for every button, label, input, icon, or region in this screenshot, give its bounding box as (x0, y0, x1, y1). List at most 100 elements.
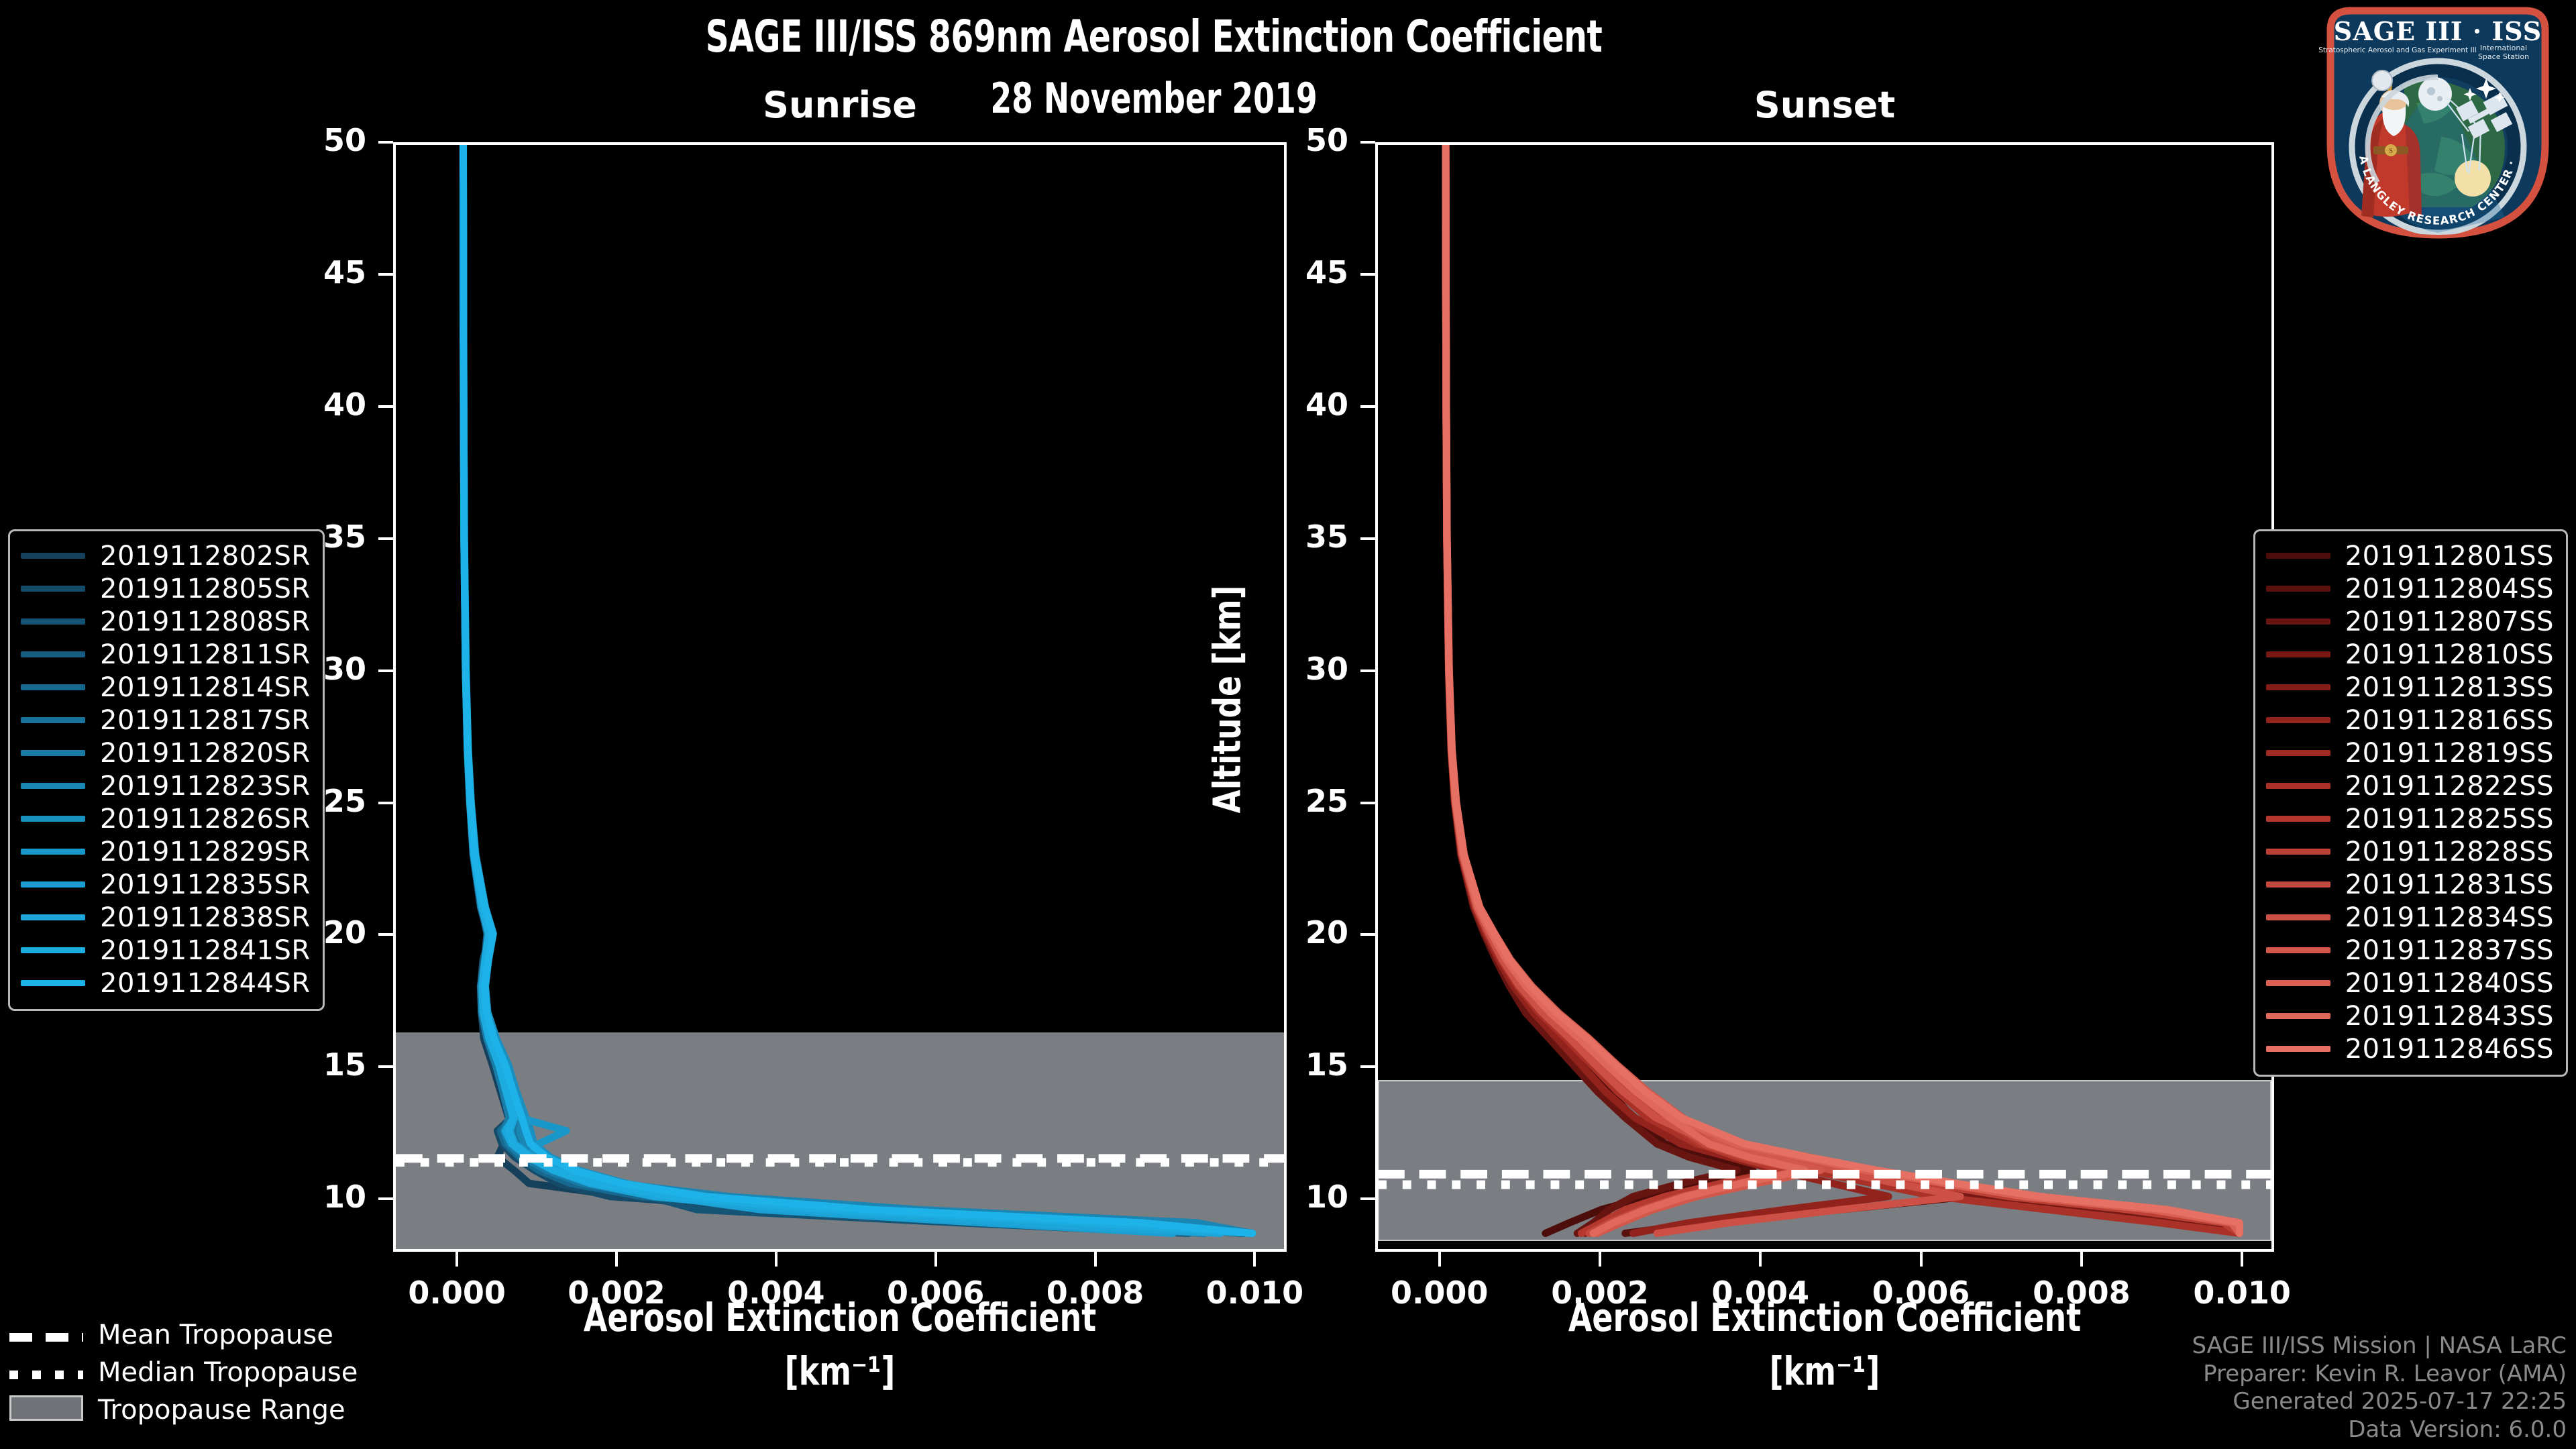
legend-item-median-tropopause[interactable]: Median Tropopause (9, 1354, 358, 1391)
extinction-profile-line (460, 145, 1209, 1237)
sunset-legend-item[interactable]: 2019112825SS (2265, 802, 2554, 835)
y-tick-label: 25 (1305, 782, 1348, 819)
sunrise-legend-item[interactable]: 2019112817SR (21, 704, 311, 737)
sunrise-legend-label: 2019112826SR (100, 803, 311, 835)
color-swatch-icon (21, 783, 85, 789)
sunset-legend-item[interactable]: 2019112813SS (2265, 671, 2554, 704)
sunrise-legend-item[interactable]: 2019112814SR (21, 671, 311, 704)
sunrise-legend-item[interactable]: 2019112808SR (21, 605, 311, 638)
x-tickmark (2241, 1252, 2244, 1267)
y-tickmark (378, 1065, 393, 1069)
sunset-legend-item[interactable]: 2019112810SS (2265, 638, 2554, 671)
y-tick-label: 40 (323, 386, 366, 423)
sunset-legend-item[interactable]: 2019112843SS (2265, 1000, 2554, 1032)
extinction-profile-line (1442, 145, 1964, 1237)
sunset-legend-item[interactable]: 2019112828SS (2265, 835, 2554, 868)
y-tickmark (1360, 669, 1375, 672)
sunset-legend-item[interactable]: 2019112804SS (2265, 572, 2554, 605)
color-swatch-icon (2265, 914, 2330, 920)
y-tick-label: 35 (1305, 518, 1348, 555)
color-swatch-icon (21, 717, 85, 723)
sunset-legend-item[interactable]: 2019112801SS (2265, 539, 2554, 572)
x-tick-label: 0.002 (568, 1275, 665, 1311)
y-tick-label: 30 (323, 650, 366, 687)
y-tickmark (1360, 933, 1375, 936)
sunset-legend-label: 2019112840SS (2345, 967, 2554, 999)
sunrise-legend-label: 2019112817SR (100, 704, 311, 736)
color-swatch-icon (2265, 586, 2330, 592)
sunset-legend-label: 2019112813SS (2345, 672, 2554, 703)
tropopause-range-label: Tropopause Range (98, 1395, 345, 1426)
color-swatch-icon (2265, 684, 2330, 690)
legend-item-tropopause-range[interactable]: Tropopause Range (9, 1391, 358, 1429)
color-swatch-icon (2265, 816, 2330, 822)
sunset-legend-item[interactable]: 2019112840SS (2265, 967, 2554, 1000)
color-swatch-icon (21, 619, 85, 625)
sunset-legend-label: 2019112843SS (2345, 1000, 2554, 1032)
tropopause-legend: Mean Tropopause Median Tropopause Tropop… (9, 1316, 358, 1429)
sunset-legend-label: 2019112804SS (2345, 573, 2554, 604)
sunrise-legend-item[interactable]: 2019112844SR (21, 967, 311, 1000)
color-swatch-icon (2265, 619, 2330, 625)
sunset-legend-item[interactable]: 2019112819SS (2265, 737, 2554, 769)
extinction-profile-line (460, 145, 1193, 1237)
sunrise-panel-title: Sunrise (763, 84, 917, 126)
y-tick-label: 15 (1305, 1046, 1348, 1083)
sunrise-legend-label: 2019112835SR (100, 869, 311, 900)
color-swatch-icon (2265, 783, 2330, 789)
sage-iii-iss-logo: S SAGE III · ISS Stratospheric Aerosol a… (2298, 0, 2572, 243)
sunrise-legend-item[interactable]: 2019112820SR (21, 737, 311, 769)
y-tick-label: 30 (1305, 650, 1348, 687)
credit-line: Preparer: Kevin R. Leavor (AMA) (2203, 1360, 2567, 1387)
sunrise-legend-item[interactable]: 2019112823SR (21, 769, 311, 802)
sunrise-legend[interactable]: 2019112802SR 2019112805SR 2019112808SR 2019… (8, 529, 325, 1011)
sunrise-legend-label: 2019112844SR (100, 967, 311, 999)
sunset-legend-item[interactable]: 2019112837SS (2265, 934, 2554, 967)
extinction-profile-line (1442, 145, 2243, 1237)
x-tickmark (2080, 1252, 2083, 1267)
color-swatch-icon (21, 651, 85, 657)
sunset-legend-label: 2019112837SS (2345, 934, 2554, 966)
color-swatch-icon (2265, 980, 2330, 986)
y-tickmark (1360, 801, 1375, 804)
sunset-legend-item[interactable]: 2019112822SS (2265, 769, 2554, 802)
sunrise-legend-item[interactable]: 2019112826SR (21, 802, 311, 835)
sunrise-legend-item[interactable]: 2019112829SR (21, 835, 311, 868)
extinction-profile-line (1442, 145, 2243, 1237)
sunrise-legend-label: 2019112838SR (100, 902, 311, 933)
sunset-legend-item[interactable]: 2019112834SS (2265, 901, 2554, 934)
sunrise-legend-item[interactable]: 2019112805SR (21, 572, 311, 605)
sunset-panel-title: Sunset (1754, 84, 1896, 126)
sunset-legend-label: 2019112819SS (2345, 737, 2554, 769)
sunrise-legend-item[interactable]: 2019112838SR (21, 901, 311, 934)
legend-item-mean-tropopause[interactable]: Mean Tropopause (9, 1316, 358, 1354)
sunset-legend-item[interactable]: 2019112831SS (2265, 868, 2554, 901)
sunrise-legend-item[interactable]: 2019112802SR (21, 539, 311, 572)
y-tick-label: 50 (323, 122, 366, 158)
sunset-xaxis-unit: [km⁻¹] (1769, 1348, 1880, 1394)
x-tick-label: 0.006 (886, 1275, 985, 1311)
sunrise-legend-item[interactable]: 2019112841SR (21, 934, 311, 967)
extinction-profile-line (460, 145, 1177, 1237)
sunrise-legend-label: 2019112814SR (100, 672, 311, 703)
sunset-legend-item[interactable]: 2019112816SS (2265, 704, 2554, 737)
extinction-profile-line (460, 145, 1256, 1237)
sunset-legend-label: 2019112801SS (2345, 540, 2554, 572)
color-swatch-icon (2265, 717, 2330, 723)
color-swatch-icon (21, 684, 85, 690)
sunrise-legend-item[interactable]: 2019112811SR (21, 638, 311, 671)
x-tick-label: 0.000 (1390, 1275, 1489, 1311)
sunset-legend-item[interactable]: 2019112807SS (2265, 605, 2554, 638)
extinction-profile-line (1442, 145, 2243, 1237)
sunrise-legend-item[interactable]: 2019112835SR (21, 868, 311, 901)
x-tick-label: 0.004 (1711, 1275, 1810, 1311)
extinction-profile-line (1442, 145, 2243, 1237)
sunset-legend[interactable]: 2019112801SS 2019112804SS 2019112807SS 2019… (2253, 529, 2568, 1077)
color-swatch-icon (2265, 849, 2330, 855)
sunset-legend-item[interactable]: 2019112846SS (2265, 1032, 2554, 1065)
extinction-profile-line (460, 145, 1224, 1237)
extinction-profile-line (459, 145, 1256, 1237)
y-tickmark (378, 272, 393, 276)
color-swatch-icon (21, 947, 85, 953)
sunset-legend-label: 2019112831SS (2345, 869, 2554, 900)
